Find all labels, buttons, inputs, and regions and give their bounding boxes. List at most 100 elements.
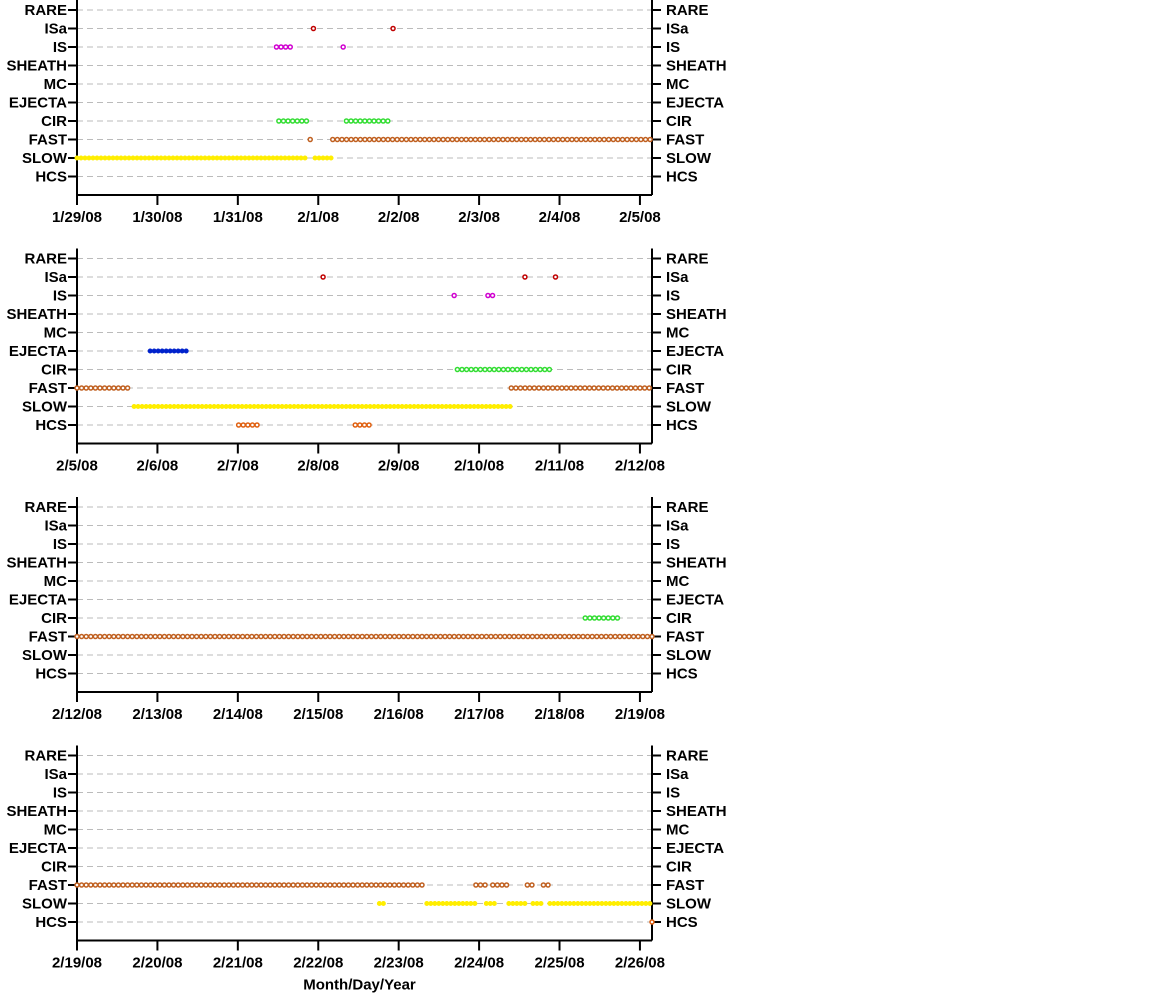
y-tick-label: SHEATH bbox=[6, 306, 67, 323]
y-tick-label: FAST bbox=[29, 131, 67, 148]
x-tick-label: 2/7/08 bbox=[217, 457, 259, 474]
y-tick-label: SHEATH bbox=[6, 57, 67, 74]
x-tick-label: 2/3/08 bbox=[458, 209, 500, 226]
y-tick-label: ISa bbox=[44, 517, 67, 534]
x-tick-label: 2/19/08 bbox=[615, 706, 665, 723]
y2-tick-label: EJECTA bbox=[666, 94, 724, 111]
y-tick-label: EJECTA bbox=[9, 591, 67, 608]
y2-tick-label: SHEATH bbox=[666, 554, 727, 571]
y2-tick-label: SHEATH bbox=[666, 57, 727, 74]
x-tick-label: 2/23/08 bbox=[374, 954, 424, 971]
y-tick-label: CIR bbox=[41, 858, 67, 875]
x-tick-label: 2/8/08 bbox=[297, 457, 339, 474]
x-tick-label: 2/16/08 bbox=[374, 706, 424, 723]
y2-tick-label: FAST bbox=[666, 131, 704, 148]
y-tick-label: SLOW bbox=[22, 895, 68, 912]
x-tick-label: 2/9/08 bbox=[378, 457, 420, 474]
x-axis-label: Month/Day/Year bbox=[303, 976, 416, 993]
y-tick-label: IS bbox=[53, 287, 67, 304]
y2-tick-label: EJECTA bbox=[666, 840, 724, 857]
y-tick-label: SLOW bbox=[22, 647, 68, 664]
y2-tick-label: FAST bbox=[666, 628, 704, 645]
y-tick-label: HCS bbox=[35, 168, 67, 185]
y-tick-label: FAST bbox=[29, 380, 67, 397]
y-tick-label: EJECTA bbox=[9, 840, 67, 857]
x-tick-label: 2/26/08 bbox=[615, 954, 665, 971]
y2-tick-label: SLOW bbox=[666, 647, 712, 664]
y2-tick-label: ISa bbox=[666, 269, 689, 286]
x-tick-label: 2/15/08 bbox=[293, 706, 343, 723]
x-tick-label: 2/20/08 bbox=[132, 954, 182, 971]
y2-tick-label: SHEATH bbox=[666, 306, 727, 323]
y2-tick-label: MC bbox=[666, 76, 689, 93]
y-tick-label: RARE bbox=[24, 250, 67, 267]
y-tick-label: CIR bbox=[41, 610, 67, 627]
y-tick-label: SHEATH bbox=[6, 554, 67, 571]
y2-tick-label: RARE bbox=[666, 499, 709, 516]
y2-tick-label: CIR bbox=[666, 610, 692, 627]
x-tick-label: 1/31/08 bbox=[213, 209, 263, 226]
y2-tick-label: MC bbox=[666, 324, 689, 341]
x-tick-label: 2/22/08 bbox=[293, 954, 343, 971]
x-tick-label: 2/18/08 bbox=[534, 706, 584, 723]
y2-tick-label: IS bbox=[666, 39, 680, 56]
y2-tick-label: RARE bbox=[666, 2, 709, 19]
y-tick-label: HCS bbox=[35, 417, 67, 434]
x-tick-label: 2/25/08 bbox=[534, 954, 584, 971]
y2-tick-label: SLOW bbox=[666, 150, 712, 167]
x-tick-label: 2/1/08 bbox=[297, 209, 339, 226]
x-tick-label: 2/13/08 bbox=[132, 706, 182, 723]
y2-tick-label: IS bbox=[666, 536, 680, 553]
x-tick-label: 2/10/08 bbox=[454, 457, 504, 474]
x-tick-label: 2/5/08 bbox=[56, 457, 98, 474]
y2-tick-label: RARE bbox=[666, 747, 709, 764]
y2-tick-label: ISa bbox=[666, 20, 689, 37]
x-tick-label: 2/19/08 bbox=[52, 954, 102, 971]
x-tick-label: 1/29/08 bbox=[52, 209, 102, 226]
y-tick-label: HCS bbox=[35, 914, 67, 931]
y-tick-label: EJECTA bbox=[9, 343, 67, 360]
y2-tick-label: HCS bbox=[666, 665, 698, 682]
y-tick-label: FAST bbox=[29, 877, 67, 894]
y-tick-label: EJECTA bbox=[9, 94, 67, 111]
y2-tick-label: MC bbox=[666, 573, 689, 590]
x-tick-label: 2/24/08 bbox=[454, 954, 504, 971]
y-tick-label: MC bbox=[44, 324, 67, 341]
y-tick-label: SLOW bbox=[22, 150, 68, 167]
y-tick-label: MC bbox=[44, 573, 67, 590]
y2-tick-label: FAST bbox=[666, 877, 704, 894]
y2-tick-label: ISa bbox=[666, 517, 689, 534]
y2-tick-label: SLOW bbox=[666, 895, 712, 912]
y2-tick-label: SLOW bbox=[666, 398, 712, 415]
y-tick-label: CIR bbox=[41, 361, 67, 378]
y-tick-label: CIR bbox=[41, 113, 67, 130]
y2-tick-label: HCS bbox=[666, 417, 698, 434]
x-tick-label: 2/5/08 bbox=[619, 209, 661, 226]
y2-tick-label: ISa bbox=[666, 766, 689, 783]
y2-tick-label: EJECTA bbox=[666, 343, 724, 360]
y-tick-label: FAST bbox=[29, 628, 67, 645]
x-tick-label: 2/17/08 bbox=[454, 706, 504, 723]
y-tick-label: RARE bbox=[24, 499, 67, 516]
y-tick-label: SHEATH bbox=[6, 803, 67, 820]
x-tick-label: 2/4/08 bbox=[539, 209, 581, 226]
x-tick-label: 2/21/08 bbox=[213, 954, 263, 971]
y-tick-label: HCS bbox=[35, 665, 67, 682]
x-tick-label: 2/12/08 bbox=[52, 706, 102, 723]
y-tick-label: RARE bbox=[24, 747, 67, 764]
y-tick-label: RARE bbox=[24, 2, 67, 19]
y-tick-label: ISa bbox=[44, 269, 67, 286]
y2-tick-label: CIR bbox=[666, 361, 692, 378]
y-tick-label: ISa bbox=[44, 20, 67, 37]
y2-tick-label: FAST bbox=[666, 380, 704, 397]
y2-tick-label: IS bbox=[666, 287, 680, 304]
y-tick-label: IS bbox=[53, 39, 67, 56]
x-tick-label: 2/14/08 bbox=[213, 706, 263, 723]
y-tick-label: SLOW bbox=[22, 398, 68, 415]
x-tick-label: 2/12/08 bbox=[615, 457, 665, 474]
x-tick-label: 1/30/08 bbox=[132, 209, 182, 226]
